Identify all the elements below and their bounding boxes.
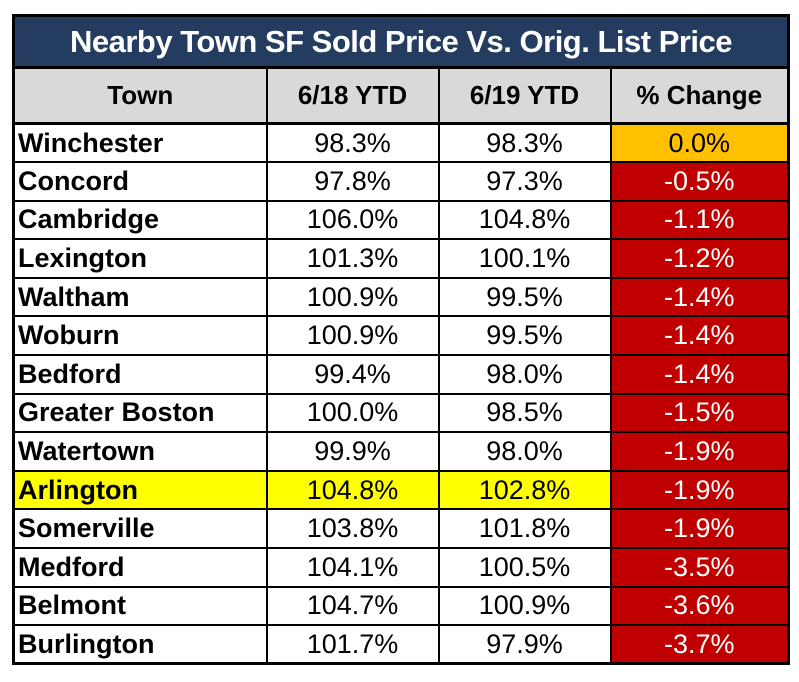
ytd-2018-cell: 100.9%: [265, 315, 440, 357]
ytd-2018-cell: 106.0%: [265, 199, 440, 241]
table-title-row: Nearby Town SF Sold Price Vs. Orig. List…: [12, 14, 790, 69]
ytd-2018-cell: 104.1%: [265, 547, 440, 588]
ytd-2019-cell: 97.9%: [437, 624, 612, 666]
ytd-2019-cell: 102.8%: [437, 469, 612, 511]
town-cell: Bedford: [12, 354, 268, 395]
table-row: Somerville 103.8% 101.8% -1.9%: [12, 508, 790, 550]
change-cell: -1.9%: [609, 508, 790, 550]
ytd-2019-cell: 101.8%: [437, 508, 612, 550]
price-comparison-table: Nearby Town SF Sold Price Vs. Orig. List…: [12, 14, 790, 666]
change-cell: -3.5%: [609, 547, 790, 588]
ytd-2018-cell: 99.4%: [265, 354, 440, 395]
town-cell: Lexington: [12, 238, 268, 279]
change-cell: -1.4%: [609, 276, 790, 318]
change-cell: -3.7%: [609, 624, 790, 666]
town-cell: Burlington: [12, 624, 268, 666]
table-row: Winchester 98.3% 98.3% 0.0%: [12, 122, 790, 164]
ytd-2018-cell: 100.9%: [265, 276, 440, 318]
table-row: Bedford 99.4% 98.0% -1.4%: [12, 354, 790, 395]
change-cell: -0.5%: [609, 161, 790, 202]
ytd-2019-cell: 98.5%: [437, 392, 612, 434]
town-cell: Waltham: [12, 276, 268, 318]
ytd-2019-cell: 100.5%: [437, 547, 612, 588]
ytd-2018-cell: 99.9%: [265, 431, 440, 472]
ytd-2018-cell: 100.0%: [265, 392, 440, 434]
town-cell: Medford: [12, 547, 268, 588]
ytd-2018-cell: 98.3%: [265, 122, 440, 164]
table-row: Belmont 104.7% 100.9% -3.6%: [12, 585, 790, 627]
table-row: Medford 104.1% 100.5% -3.5%: [12, 547, 790, 588]
ytd-2019-cell: 98.0%: [437, 431, 612, 472]
change-cell: -1.9%: [609, 469, 790, 511]
table-row: Concord 97.8% 97.3% -0.5%: [12, 161, 790, 202]
ytd-2019-cell: 97.3%: [437, 161, 612, 202]
ytd-2019-cell: 98.3%: [437, 122, 612, 164]
town-cell: Concord: [12, 161, 268, 202]
table-row: Burlington 101.7% 97.9% -3.7%: [12, 624, 790, 666]
change-cell: -1.2%: [609, 238, 790, 279]
ytd-2018-cell: 97.8%: [265, 161, 440, 202]
ytd-2019-cell: 100.9%: [437, 585, 612, 627]
change-cell: -1.9%: [609, 431, 790, 472]
column-header-town: Town: [12, 66, 268, 125]
table-title: Nearby Town SF Sold Price Vs. Orig. List…: [12, 14, 790, 69]
table-row: Woburn 100.9% 99.5% -1.4%: [12, 315, 790, 357]
column-header-ytd-2018: 6/18 YTD: [265, 66, 440, 125]
town-cell: Belmont: [12, 585, 268, 627]
town-cell: Winchester: [12, 122, 268, 164]
ytd-2019-cell: 99.5%: [437, 315, 612, 357]
town-cell: Arlington: [12, 469, 268, 511]
ytd-2019-cell: 100.1%: [437, 238, 612, 279]
change-cell: -3.6%: [609, 585, 790, 627]
ytd-2019-cell: 104.8%: [437, 199, 612, 241]
town-cell: Cambridge: [12, 199, 268, 241]
table-header-row: Town 6/18 YTD 6/19 YTD % Change: [12, 66, 790, 125]
table-row: Arlington 104.8% 102.8% -1.9%: [12, 469, 790, 511]
ytd-2019-cell: 98.0%: [437, 354, 612, 395]
town-cell: Somerville: [12, 508, 268, 550]
table-row: Greater Boston 100.0% 98.5% -1.5%: [12, 392, 790, 434]
change-cell: -1.1%: [609, 199, 790, 241]
change-cell: -1.5%: [609, 392, 790, 434]
ytd-2018-cell: 104.7%: [265, 585, 440, 627]
table-body: Winchester 98.3% 98.3% 0.0% Concord 97.8% 97.3…: [12, 122, 790, 666]
ytd-2019-cell: 99.5%: [437, 276, 612, 318]
column-header-change: % Change: [609, 66, 790, 125]
town-cell: Greater Boston: [12, 392, 268, 434]
ytd-2018-cell: 103.8%: [265, 508, 440, 550]
change-cell: -1.4%: [609, 354, 790, 395]
table-row: Waltham 100.9% 99.5% -1.4%: [12, 276, 790, 318]
ytd-2018-cell: 101.3%: [265, 238, 440, 279]
table-row: Cambridge 106.0% 104.8% -1.1%: [12, 199, 790, 241]
town-cell: Woburn: [12, 315, 268, 357]
town-cell: Watertown: [12, 431, 268, 472]
change-cell: -1.4%: [609, 315, 790, 357]
column-header-ytd-2019: 6/19 YTD: [437, 66, 612, 125]
change-cell: 0.0%: [609, 122, 790, 164]
table-row: Lexington 101.3% 100.1% -1.2%: [12, 238, 790, 279]
ytd-2018-cell: 101.7%: [265, 624, 440, 666]
table-row: Watertown 99.9% 98.0% -1.9%: [12, 431, 790, 472]
ytd-2018-cell: 104.8%: [265, 469, 440, 511]
